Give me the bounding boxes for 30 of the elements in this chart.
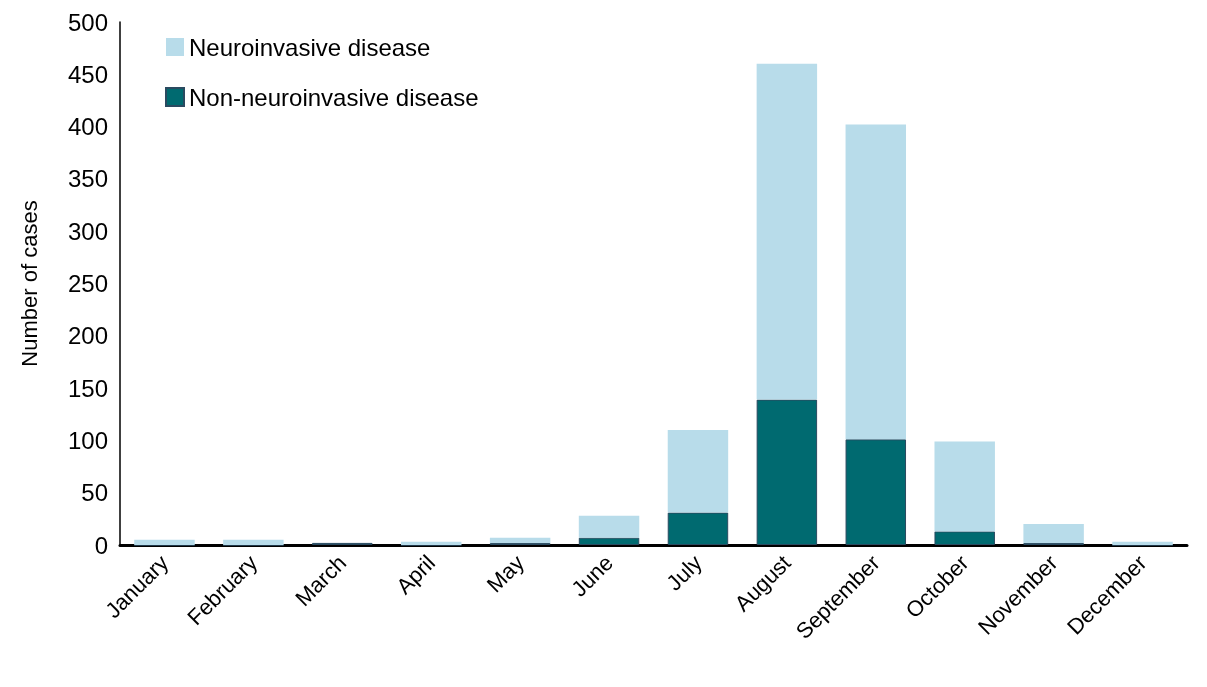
bar [134,539,195,545]
y-axis-title: Number of cases [16,200,42,367]
bar [578,537,640,545]
y-tick-label: 150 [67,374,108,402]
bar [756,63,818,400]
y-tick-label: 100 [67,426,108,454]
x-tick-label: May [481,550,529,598]
bar [845,124,907,440]
bar [756,399,818,545]
y-tick-label: 200 [67,322,108,350]
y-tick-label: 450 [67,60,108,88]
bar [489,537,551,543]
legend-label: Non-neuroinvasive disease [189,83,479,111]
bar [934,531,995,545]
y-tick-label: 50 [81,479,108,507]
bar [934,441,995,532]
bar [667,512,729,545]
legend-label: Neuroinvasive disease [189,33,431,61]
y-tick-label: 500 [67,8,108,36]
bar [223,539,284,545]
y-tick-label: 350 [67,165,108,193]
x-tick-label: July [661,550,707,596]
bar [667,429,729,513]
y-tick-label: 250 [67,270,108,297]
bar [845,439,907,545]
bar [578,515,640,538]
y-tick-label: 300 [67,217,108,245]
y-tick-label: 400 [67,113,108,141]
bar [1023,524,1084,543]
y-tick-label: 0 [94,531,108,559]
